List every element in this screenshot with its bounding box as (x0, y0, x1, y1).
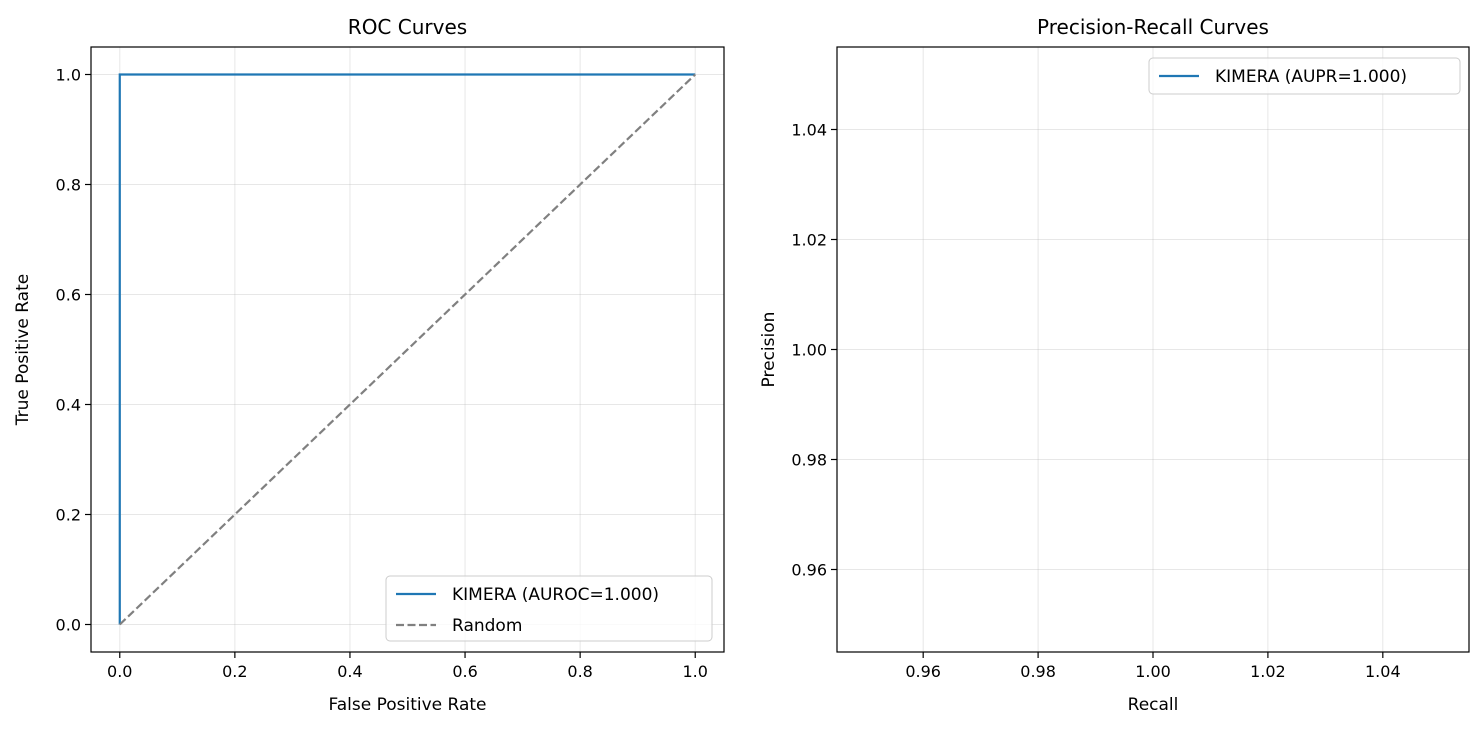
y-axis-label: Precision (759, 312, 779, 388)
axes-frame (90, 46, 725, 653)
legend-label: KIMERA (AUPR=1.000) (1215, 67, 1407, 87)
y-tick-label: 1.00 (791, 341, 827, 360)
y-tick-label: 0.96 (791, 561, 827, 580)
x-tick-label: 0.6 (452, 662, 477, 681)
series-line-1 (118, 73, 696, 625)
legend-box (1148, 57, 1461, 95)
chart-title: Precision-Recall Curves (1037, 15, 1269, 39)
plot-area (837, 47, 1469, 652)
y-tick-label: 0.0 (56, 616, 81, 635)
x-tick-label: 0.2 (222, 662, 247, 681)
x-axis-label: Recall (1128, 695, 1179, 715)
precision-recall-panel: 0.96 0.98 1.00 1.02 1.04 0.96 0.98 1.00 1.02 1.04… (759, 15, 1470, 715)
x-tick-label: 1.04 (1365, 662, 1401, 681)
y-tick-label: 0.2 (56, 506, 81, 525)
x-tick-label: 0.8 (567, 662, 592, 681)
y-tick-label: 0.6 (56, 286, 81, 305)
x-tick-label: 0.0 (107, 662, 132, 681)
x-tick-label: 1.02 (1250, 662, 1286, 681)
series-group (118, 73, 696, 626)
legend-box (385, 575, 713, 642)
y-tick-label: 0.8 (56, 176, 81, 195)
x-tick-label: 1.0 (683, 662, 708, 681)
roc-panel: 0.0 0.2 0.4 0.6 0.8 1.0 0.0 0.2 0.4 0.6 0.8 1.0 ROC … (13, 15, 725, 715)
y-tick-label: 1.04 (791, 121, 827, 140)
chart-title: ROC Curves (348, 15, 467, 39)
legend: KIMERA (AUROC=1.000) Random (385, 575, 713, 642)
x-axis-label: False Positive Rate (329, 695, 487, 715)
y-tick-label: 0.4 (56, 396, 81, 415)
legend-label: Random (452, 616, 522, 636)
x-tick-label: 0.98 (1020, 662, 1056, 681)
series-line-2 (119, 73, 696, 626)
y-axis-label: True Positive Rate (13, 274, 33, 426)
y-tick-label: 1.02 (791, 231, 827, 250)
x-tick-label: 0.4 (337, 662, 362, 681)
legend-label: KIMERA (AUROC=1.000) (452, 585, 659, 605)
legend: KIMERA (AUPR=1.000) (1148, 57, 1461, 95)
y-tick-label: 1.0 (56, 66, 81, 85)
y-tick-label: 0.98 (791, 451, 827, 470)
x-tick-label: 1.00 (1135, 662, 1171, 681)
x-tick-label: 0.96 (905, 662, 941, 681)
